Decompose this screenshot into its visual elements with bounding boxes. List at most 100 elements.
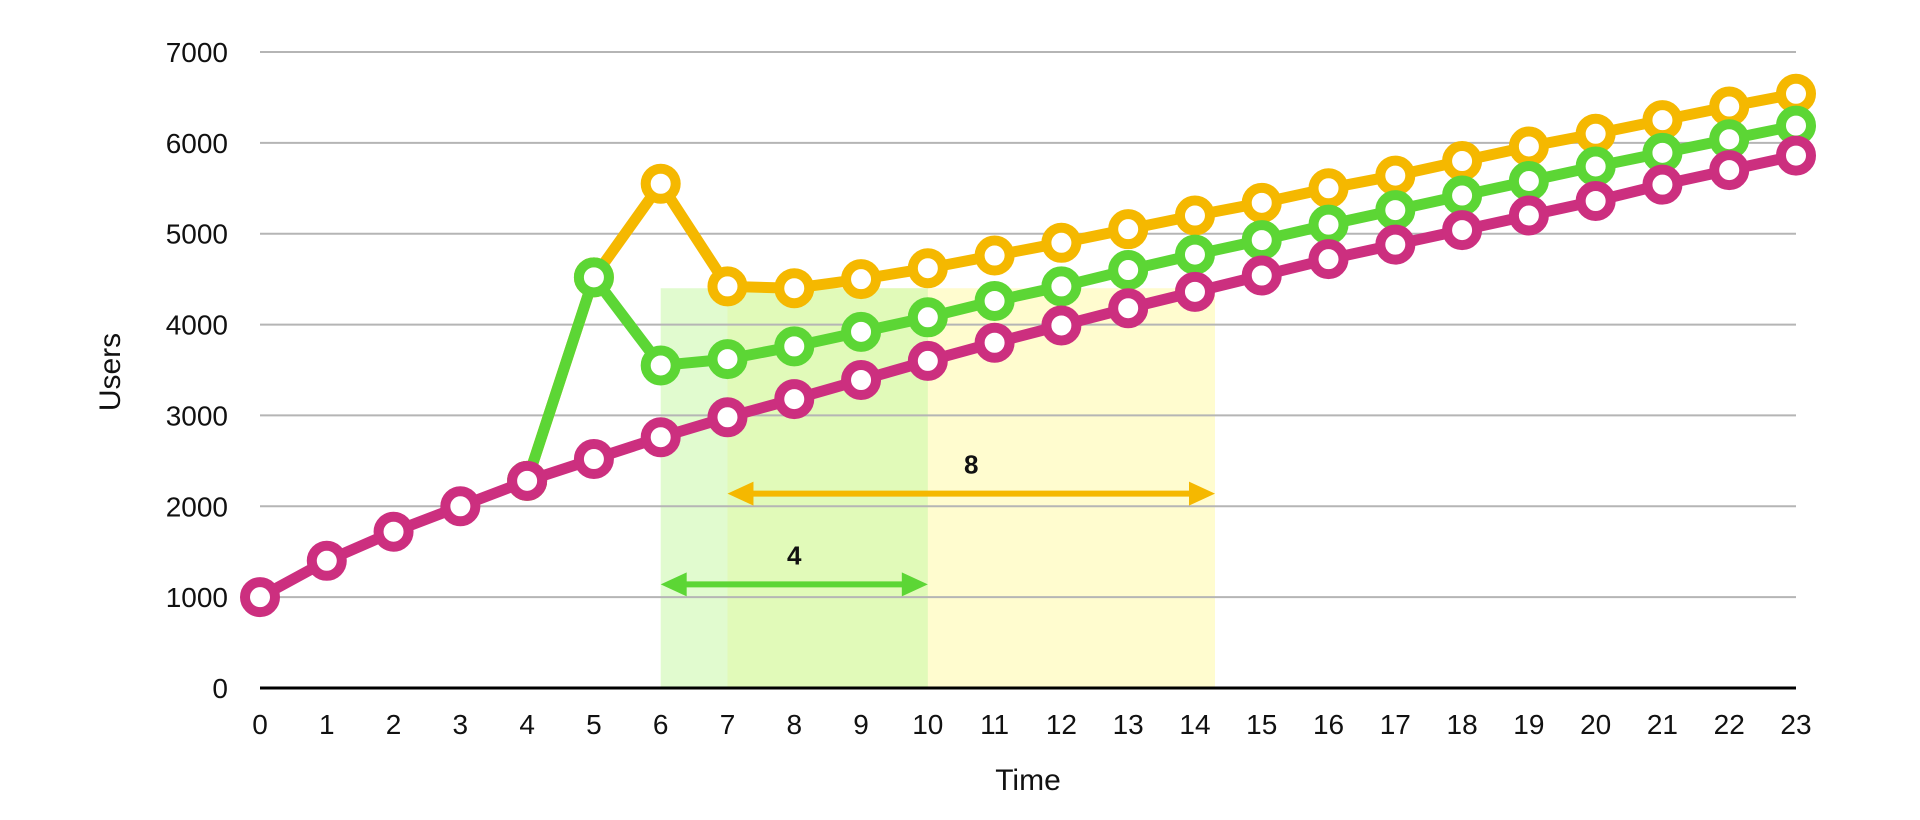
data-point: [1108, 250, 1149, 291]
x-tick-label: 8: [786, 709, 802, 740]
data-point: [1375, 155, 1416, 196]
x-tick-label: 2: [386, 709, 402, 740]
data-point: [707, 397, 748, 438]
data-point: [1575, 181, 1616, 222]
data-point: [1709, 150, 1750, 191]
y-tick-label: 2000: [166, 491, 228, 522]
data-point: [507, 460, 548, 501]
data-point: [306, 540, 347, 581]
x-axis-title: Time: [995, 764, 1061, 797]
data-point: [1508, 161, 1549, 202]
x-tick-label: 20: [1580, 709, 1611, 740]
data-point: [974, 280, 1015, 321]
data-point: [1442, 210, 1483, 251]
x-tick-label: 22: [1714, 709, 1745, 740]
y-tick-label: 3000: [166, 400, 228, 431]
data-point: [1375, 190, 1416, 231]
y-tick-label: 0: [212, 673, 228, 704]
x-tick-label: 4: [519, 709, 535, 740]
data-point: [1308, 204, 1349, 245]
data-point: [774, 326, 815, 367]
x-tick-label: 23: [1780, 709, 1811, 740]
data-point: [1241, 182, 1282, 223]
y-tick-label: 7000: [166, 37, 228, 68]
data-point: [1041, 266, 1082, 307]
x-tick-label: 7: [720, 709, 736, 740]
x-tick-label: 15: [1246, 709, 1277, 740]
span-annotations: 84: [660, 450, 1215, 597]
data-point: [573, 257, 614, 298]
data-point: [1375, 224, 1416, 265]
x-tick-label: 19: [1513, 709, 1544, 740]
series-1: [507, 105, 1816, 501]
x-tick-label: 12: [1046, 709, 1077, 740]
series-0: [507, 73, 1816, 501]
arrow-head-left: [660, 572, 687, 597]
data-point: [1642, 164, 1683, 205]
data-point: [1174, 195, 1215, 236]
data-point: [373, 511, 414, 552]
data-point: [841, 359, 882, 400]
data-point: [974, 235, 1015, 276]
data-point: [841, 311, 882, 352]
x-tick-label: 0: [252, 709, 268, 740]
data-point: [640, 417, 681, 458]
span-label: 8: [964, 450, 978, 480]
series-2: [240, 135, 1816, 618]
data-point: [1508, 126, 1549, 167]
data-point: [974, 322, 1015, 363]
x-tick-label: 9: [853, 709, 869, 740]
data-point: [907, 248, 948, 289]
arrow-head-left: [727, 481, 754, 506]
data-point: [240, 577, 280, 618]
arrow-head-right: [1188, 481, 1215, 506]
y-tick-label: 5000: [166, 219, 228, 250]
data-point: [774, 379, 815, 420]
data-point: [1442, 175, 1483, 216]
data-point: [1776, 73, 1816, 114]
y-tick-label: 6000: [166, 128, 228, 159]
data-point: [1041, 305, 1082, 346]
x-tick-labels: 0 1 2 3 4 5 6 7 8 9 10 11 12 13 14 15 16 17 18 19 20 21 22 23: [252, 709, 1811, 740]
data-point: [1575, 146, 1616, 187]
x-tick-label: 10: [912, 709, 943, 740]
data-point: [707, 266, 748, 307]
x-tick-label: 6: [653, 709, 669, 740]
data-point: [841, 259, 882, 300]
data-point: [1108, 209, 1149, 250]
y-tick-labels: 0 1000 2000 3000 4000 5000 6000 7000: [166, 37, 228, 704]
data-point: [1308, 239, 1349, 280]
data-point: [1709, 86, 1750, 127]
data-point: [640, 163, 681, 204]
data-point: [573, 439, 614, 480]
x-tick-label: 13: [1113, 709, 1144, 740]
x-tick-label: 18: [1447, 709, 1478, 740]
x-tick-label: 21: [1647, 709, 1678, 740]
x-tick-label: 16: [1313, 709, 1344, 740]
x-tick-label: 3: [453, 709, 469, 740]
data-point: [1241, 255, 1282, 296]
data-point: [1508, 195, 1549, 236]
x-tick-label: 14: [1179, 709, 1210, 740]
data-point: [640, 345, 681, 386]
data-point: [707, 339, 748, 380]
data-point: [1642, 132, 1683, 173]
data-point: [1241, 220, 1282, 261]
y-tick-label: 4000: [166, 310, 228, 341]
span-label: 4: [787, 540, 802, 570]
data-point: [907, 297, 948, 338]
data-point: [1575, 113, 1616, 154]
arrow-head-right: [901, 572, 928, 597]
x-tick-label: 11: [980, 709, 1009, 740]
data-point: [1308, 168, 1349, 209]
series-group: [240, 73, 1816, 618]
data-point: [774, 268, 815, 309]
data-point: [1174, 271, 1215, 312]
data-point: [1041, 222, 1082, 263]
data-point: [1642, 100, 1683, 141]
data-point: [1442, 141, 1483, 182]
data-point: [907, 340, 948, 381]
x-tick-label: 17: [1380, 709, 1411, 740]
data-point: [440, 486, 481, 527]
